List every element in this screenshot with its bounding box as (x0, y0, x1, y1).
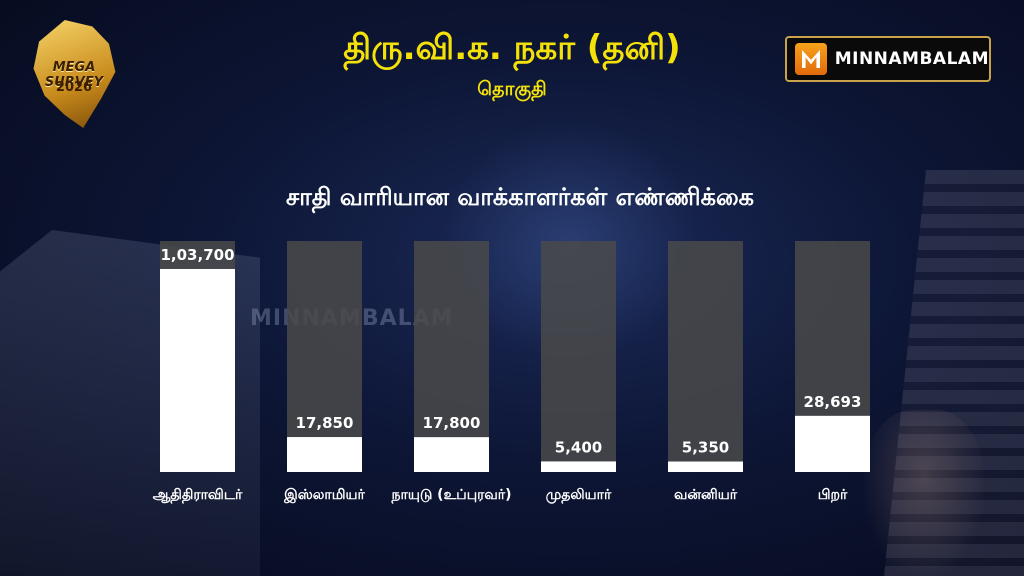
category-label: ஆதிதிராவிடர் (153, 487, 243, 504)
brand-name: MINNAMBALAM (834, 49, 989, 69)
bar-track (541, 241, 616, 472)
brand-logo: MINNAMBALAM (785, 36, 991, 82)
category-label: வன்னியர் (674, 487, 738, 503)
page-subtitle: தொகுதி (477, 78, 547, 100)
logo-year: 2026 (55, 80, 93, 95)
page-title: திரு.வி.க. நகர் (தனி) (343, 28, 681, 68)
bar-track (668, 241, 743, 472)
background-hand (864, 410, 984, 576)
bar (287, 437, 362, 472)
category-label: இஸ்லாமியர் (283, 487, 365, 503)
bar-track (414, 241, 489, 472)
data-label: 5,400 (555, 438, 602, 456)
bar (668, 461, 743, 472)
logo-text: MEGA SURVEY (44, 60, 104, 90)
bar (541, 461, 616, 472)
category-label: முதலியார் (546, 487, 612, 504)
data-label: 17,800 (423, 414, 481, 432)
bar-track (287, 241, 362, 472)
mega-survey-logo: MEGA SURVEY 2026 (24, 20, 124, 128)
category-label: பிறர் (818, 487, 848, 503)
bar (414, 437, 489, 472)
data-label: 1,03,700 (160, 246, 234, 264)
chart-title: சாதி வாரியான வாக்காளர்கள் எண்ணிக்கை (285, 183, 755, 211)
bar (795, 415, 870, 472)
data-label: 28,693 (804, 393, 862, 411)
data-label: 5,350 (682, 439, 729, 457)
bar (160, 268, 235, 472)
data-label: 17,850 (296, 414, 354, 432)
category-label: நாயுடு (உப்புரவர்) (391, 487, 512, 504)
minnambalam-m-icon (795, 43, 827, 75)
